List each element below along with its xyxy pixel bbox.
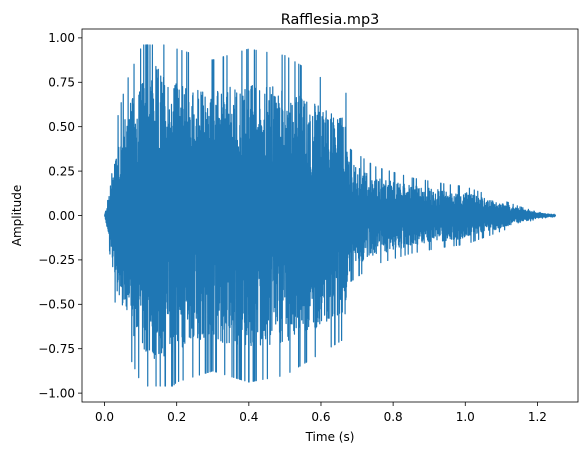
x-tick-label: 0.8 [384, 410, 403, 424]
plot-area [81, 28, 579, 403]
x-tick-label: 0.4 [239, 410, 258, 424]
x-axis: 0.0 0.2 0.4 0.6 0.8 1.0 1.2 [95, 402, 547, 424]
x-tick-label: 0.6 [311, 410, 330, 424]
chart-title: Rafflesia.mp3 [281, 12, 379, 28]
y-tick-label: 0.25 [48, 164, 75, 178]
x-tick-label: 0.0 [95, 410, 114, 424]
x-tick-label: 1.2 [528, 410, 547, 424]
y-tick-label: 0.00 [48, 209, 75, 223]
y-tick-label: 1.00 [48, 31, 75, 45]
y-tick-label: −1.00 [38, 386, 75, 400]
y-tick-label: −0.75 [38, 342, 75, 356]
y-tick-label: 0.50 [48, 120, 75, 134]
y-axis: 1.00 0.75 0.50 0.25 0.00 −0.25 −0.50 −0.75 −1.00 [38, 31, 82, 400]
waveform-series [103, 44, 557, 387]
x-axis-label: Time (s) [305, 430, 355, 444]
y-tick-label: −0.25 [38, 253, 75, 267]
y-axis-label: Amplitude [10, 185, 24, 247]
x-tick-label: 1.0 [456, 410, 475, 424]
y-tick-label: 0.75 [48, 76, 75, 90]
x-tick-label: 0.2 [167, 410, 186, 424]
y-tick-label: −0.50 [38, 298, 75, 312]
